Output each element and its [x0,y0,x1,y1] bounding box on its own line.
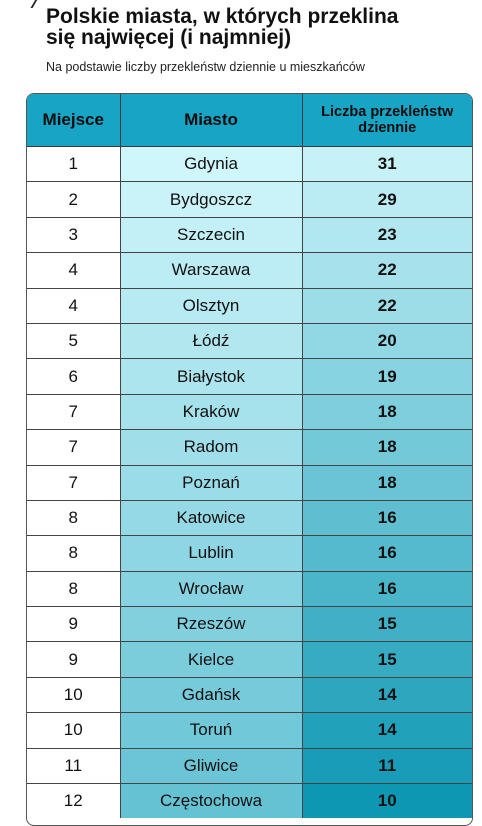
table-row: 7 Poznań 18 [27,465,472,501]
ranking-table: Miejsce Miasto Liczba przekleństw dzienn… [27,94,472,819]
swears-value-cell: 11 [302,748,472,785]
table-row: 5 Łódź 20 [27,323,472,360]
column-header-rank: Miejsce [27,94,121,147]
swears-value-cell: 23 [302,217,472,254]
decorative-slash-mark [22,0,40,8]
swears-value-cell: 19 [302,358,472,395]
city-cell: Bydgoszcz [120,181,303,218]
column-header-swears-per-day: Liczba przekleństw dziennie [302,94,472,147]
table-row: 8 Katowice 16 [27,500,472,537]
column-header-city: Miasto [120,94,303,147]
rank-cell: 7 [27,465,121,501]
table-row: 7 Kraków 18 [27,394,472,431]
city-cell: Lublin [120,535,303,572]
city-cell: Kraków [120,394,303,431]
table-row: 10 Gdańsk 14 [27,677,472,714]
rank-cell: 4 [27,252,121,289]
table-row: 8 Wrocław 16 [27,571,472,608]
rank-cell: 12 [27,783,121,819]
city-cell: Katowice [120,500,303,537]
table-row: 9 Kielce 15 [27,641,472,678]
city-cell: Łódź [120,323,303,360]
city-cell: Szczecin [120,217,303,254]
city-cell: Olsztyn [120,288,303,324]
table-row: 9 Rzeszów 15 [27,606,472,643]
city-cell: Warszawa [120,252,303,289]
rank-cell: 10 [27,712,121,749]
swears-value-cell: 10 [302,783,472,819]
city-cell: Gliwice [120,748,303,785]
swears-value-cell: 14 [302,712,472,749]
city-cell: Kielce [120,641,303,678]
swears-value-cell: 16 [302,571,472,608]
rank-cell: 7 [27,429,121,466]
table-row: 3 Szczecin 23 [27,217,472,254]
swears-value-cell: 18 [302,465,472,501]
table-row: 12 Częstochowa 10 [27,783,472,819]
title-line-1: Polskie miasta, w których przeklina [46,5,399,28]
table-row: 10 Toruń 14 [27,712,472,749]
swears-value-cell: 31 [302,146,472,183]
table-body: 1 Gdynia 31 2 Bydgoszcz 29 3 Szczecin 23 4 Warszaw… [27,146,472,819]
city-cell: Gdańsk [120,677,303,714]
title-line-2: się najwięcej (i najmniej) [46,26,292,49]
swears-value-cell: 29 [302,181,472,218]
rank-cell: 1 [27,146,121,183]
table-row: 4 Olsztyn 22 [27,288,472,324]
table-row: 8 Lublin 16 [27,535,472,572]
table-row: 2 Bydgoszcz 29 [27,181,472,218]
swears-value-cell: 16 [302,500,472,537]
swears-value-cell: 15 [302,606,472,643]
rank-cell: 9 [27,641,121,678]
swears-value-cell: 18 [302,429,472,466]
swears-value-cell: 14 [302,677,472,714]
city-cell: Rzeszów [120,606,303,643]
table-header-row: Miejsce Miasto Liczba przekleństw dzienn… [27,94,472,147]
city-cell: Radom [120,429,303,466]
rank-cell: 9 [27,606,121,643]
swears-value-cell: 22 [302,288,472,324]
table-row: 11 Gliwice 11 [27,748,472,785]
swears-value-cell: 20 [302,323,472,360]
rank-cell: 8 [27,571,121,608]
rank-cell: 7 [27,394,121,431]
table-row: 4 Warszawa 22 [27,252,472,289]
city-cell: Poznań [120,465,303,501]
rank-cell: 4 [27,288,121,324]
swears-value-cell: 16 [302,535,472,572]
city-cell: Gdynia [120,146,303,183]
city-cell: Wrocław [120,571,303,608]
city-cell: Toruń [120,712,303,749]
table-row: 7 Radom 18 [27,429,472,466]
rank-cell: 2 [27,181,121,218]
rank-cell: 5 [27,323,121,360]
rank-cell: 11 [27,748,121,785]
city-cell: Białystok [120,358,303,395]
page-subtitle: Na podstawie liczby przekleństw dziennie… [46,60,365,74]
ranking-table-container: Miejsce Miasto Liczba przekleństw dzienn… [26,93,473,826]
page-title: Polskie miasta, w których przeklina się … [46,6,466,48]
rank-cell: 3 [27,217,121,254]
rank-cell: 6 [27,358,121,395]
table-row: 1 Gdynia 31 [27,146,472,183]
table-row: 6 Białystok 19 [27,358,472,395]
swears-value-cell: 18 [302,394,472,431]
rank-cell: 8 [27,535,121,572]
rank-cell: 10 [27,677,121,714]
rank-cell: 8 [27,500,121,537]
swears-value-cell: 15 [302,641,472,678]
city-cell: Częstochowa [120,783,303,819]
swears-value-cell: 22 [302,252,472,289]
